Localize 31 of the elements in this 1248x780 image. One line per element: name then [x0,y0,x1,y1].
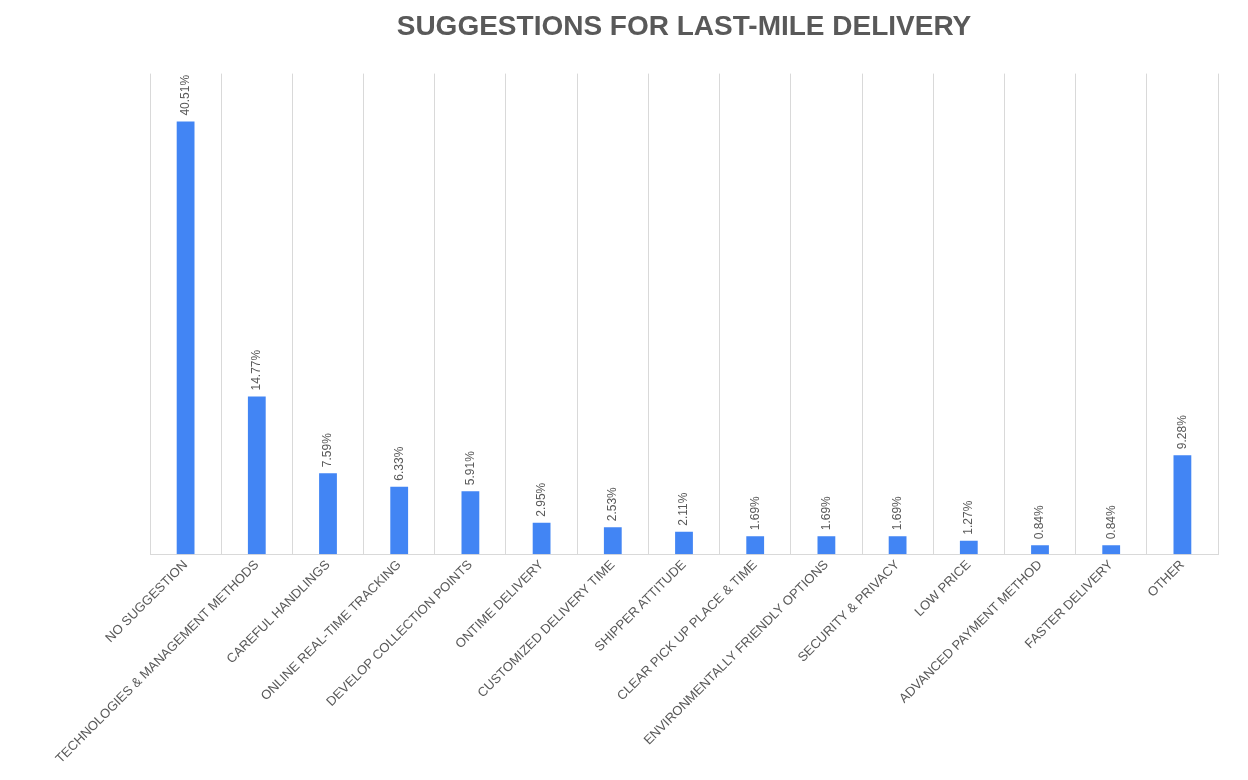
chart-title: SUGGESTIONS FOR LAST-MILE DELIVERY [396,9,972,41]
bar [959,540,978,555]
data-label: 5.91% [462,450,477,486]
bar [1102,545,1121,555]
bar [532,522,551,555]
data-label: 9.28% [1174,414,1189,450]
bar [461,491,480,555]
data-label: 1.27% [961,500,976,535]
bar [390,486,409,555]
data-label: 0.84% [1032,504,1047,540]
bar [247,396,266,555]
bar [1031,545,1049,555]
bar [675,531,693,555]
data-label: 14.77% [249,349,264,391]
data-label: 1.69% [747,495,762,531]
data-label: 7.59% [320,432,335,468]
data-label: 2.95% [533,482,548,517]
data-label: 2.53% [605,486,620,522]
bar [888,536,907,555]
data-label: 1.69% [818,495,833,531]
data-label: 40.51% [177,74,192,116]
bar [176,121,195,555]
bar [746,536,765,555]
data-label: 1.69% [889,495,904,531]
data-label: 0.84% [1103,504,1118,540]
bar [603,527,622,555]
bar [817,536,836,555]
data-label: 6.33% [391,446,406,481]
bar [1173,455,1192,555]
bar [319,473,337,555]
data-label: 2.11% [676,492,691,526]
